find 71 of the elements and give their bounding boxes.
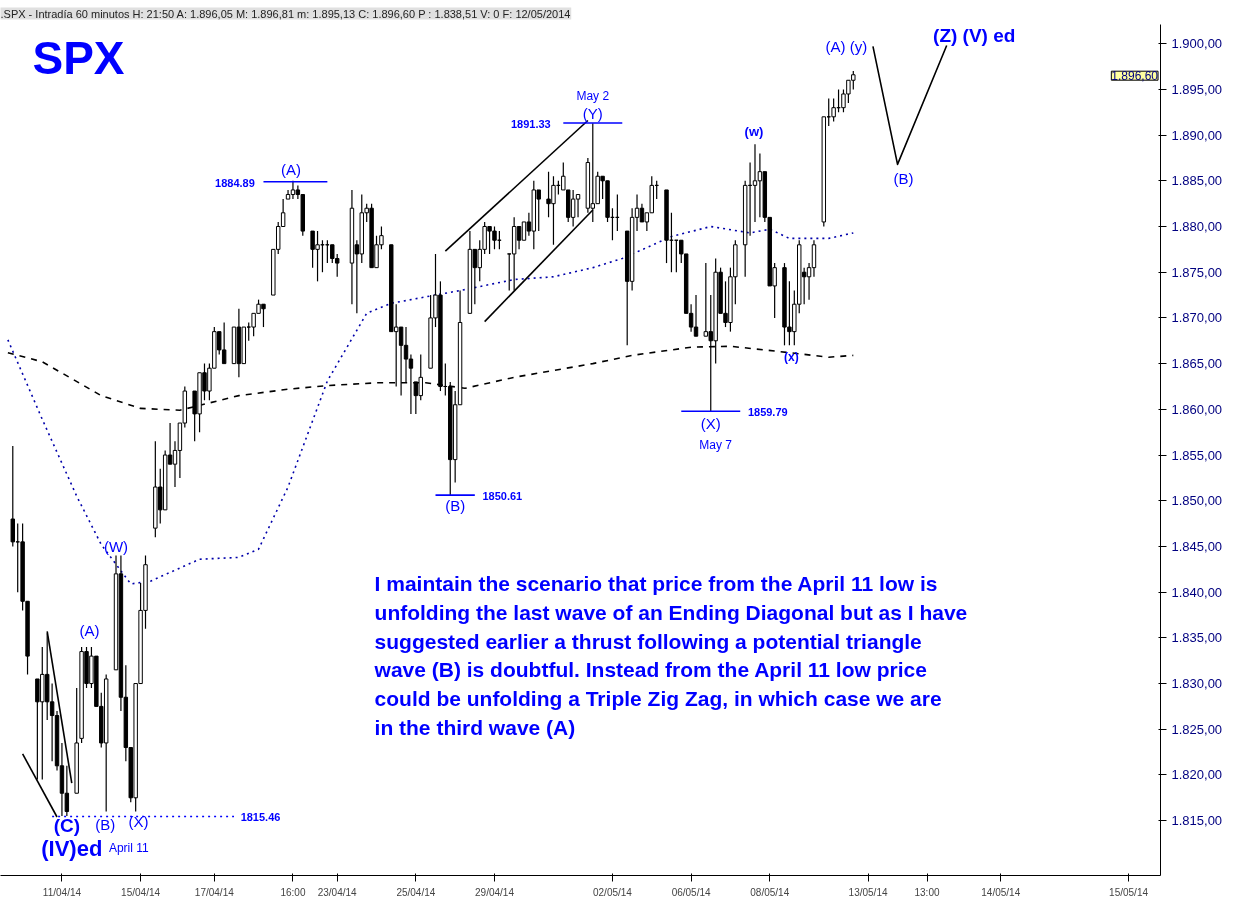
annotation: May 7: [699, 437, 733, 452]
x-tick-label: 17/04/14: [194, 886, 235, 898]
x-tick-label: 13/05/14: [848, 886, 888, 898]
x-tick-label: 15/04/14: [121, 886, 161, 898]
annotation: (Z) (V) ed: [933, 24, 1016, 46]
candlestick: [693, 294, 699, 337]
y-tick-label: 1.880,00: [1171, 219, 1223, 235]
y-tick-label: 1.835,00: [1171, 630, 1223, 646]
chart-subtitle: SPX: [32, 31, 125, 84]
annotation: (B): [445, 496, 466, 514]
annotation: (B): [95, 815, 116, 833]
annotation: (Y): [582, 104, 603, 122]
annotation: May 2: [576, 88, 610, 103]
x-tick-label: 25/04/14: [396, 886, 436, 898]
candlestick: [757, 152, 763, 218]
y-tick-label: 1.900,00: [1171, 36, 1223, 52]
y-tick-label: 1.850,00: [1171, 493, 1223, 509]
x-tick-label: 16:00: [280, 886, 306, 898]
x-tick-label: 15/05/14: [1109, 886, 1149, 898]
annotation: (A): [79, 622, 100, 640]
candlestick: [703, 262, 709, 337]
chart-title: .SPX - Intradía 60 minutos H: 21:50 A: 1.896,05 M: 1.896,81 m: 1.895,13 C: 1.896,60 P : 1.838,51 V: 0 F: 12/05/2014: [0, 7, 571, 20]
candlestick: [811, 239, 817, 278]
annotation: 1891.33: [510, 118, 551, 131]
candlestick: [752, 143, 758, 223]
y-tick-label: 1.825,00: [1171, 721, 1223, 737]
annotation: 1884.89: [215, 176, 255, 189]
candlestick: [575, 193, 581, 218]
y-tick-label: 1.840,00: [1171, 584, 1223, 600]
annotation: (A): [280, 161, 301, 179]
annotation: (B): [893, 169, 914, 187]
x-tick-label: 14/05/14: [981, 886, 1021, 898]
candlestick: [639, 203, 645, 223]
annotation: (IV)ed: [41, 835, 103, 861]
y-tick-label: 1.860,00: [1171, 401, 1223, 417]
y-tick-label: 1.815,00: [1171, 813, 1223, 829]
y-tick-label: 1.820,00: [1171, 767, 1223, 783]
y-tick-label: 1.895,00: [1171, 81, 1223, 97]
x-tick-label: 06/05/14: [671, 886, 711, 898]
annotation: (W): [103, 537, 129, 555]
x-tick-label: 11/04/14: [42, 886, 82, 898]
x-tick-label: 23/04/14: [317, 886, 358, 898]
annotation: 1859.79: [747, 406, 788, 419]
y-tick-label: 1.865,00: [1171, 356, 1223, 372]
annotation: April 11: [108, 841, 150, 856]
x-tick-label: 02/05/14: [592, 886, 633, 898]
y-tick-label: 1.845,00: [1171, 538, 1223, 554]
annotation: (A) (y): [825, 37, 868, 55]
annotation: 1850.61: [482, 490, 523, 503]
y-tick-label: 1.875,00: [1171, 264, 1223, 280]
x-tick-label: 08/05/14: [750, 886, 790, 898]
y-tick-label: 1.855,00: [1171, 447, 1223, 463]
y-tick-label: 1.870,00: [1171, 310, 1223, 326]
candlestick: [10, 445, 16, 548]
annotation: (x): [784, 350, 799, 365]
candlestick: [521, 221, 527, 241]
y-tick-label: 1.890,00: [1171, 127, 1223, 143]
candlestick: [221, 321, 227, 365]
annotation: I maintain the scenario that price from the April 11 low is unfolding the last wave of an Ending Diagonal but as I have suggested earlier a thrust following a potential triangle wave (B) is doubtful. Instead from the April 11 low price could be unfolding a Triple Zig Zag, in which case we are in the third wave (A): [373, 572, 968, 739]
annotation: (X): [700, 415, 721, 433]
candlestick: [570, 189, 576, 228]
y-tick-label: 1.885,00: [1171, 173, 1223, 189]
annotation: (C): [53, 814, 81, 836]
annotation: (X): [128, 813, 149, 831]
candlestick: [831, 97, 836, 122]
x-tick-label: 29/04/14: [475, 886, 515, 898]
annotation: 1.896,60: [1111, 69, 1159, 84]
annotation: 1815.46: [240, 811, 281, 823]
y-tick-label: 1.830,00: [1171, 676, 1223, 692]
x-tick-label: 13:00: [914, 886, 940, 898]
annotation: (w): [744, 123, 764, 139]
